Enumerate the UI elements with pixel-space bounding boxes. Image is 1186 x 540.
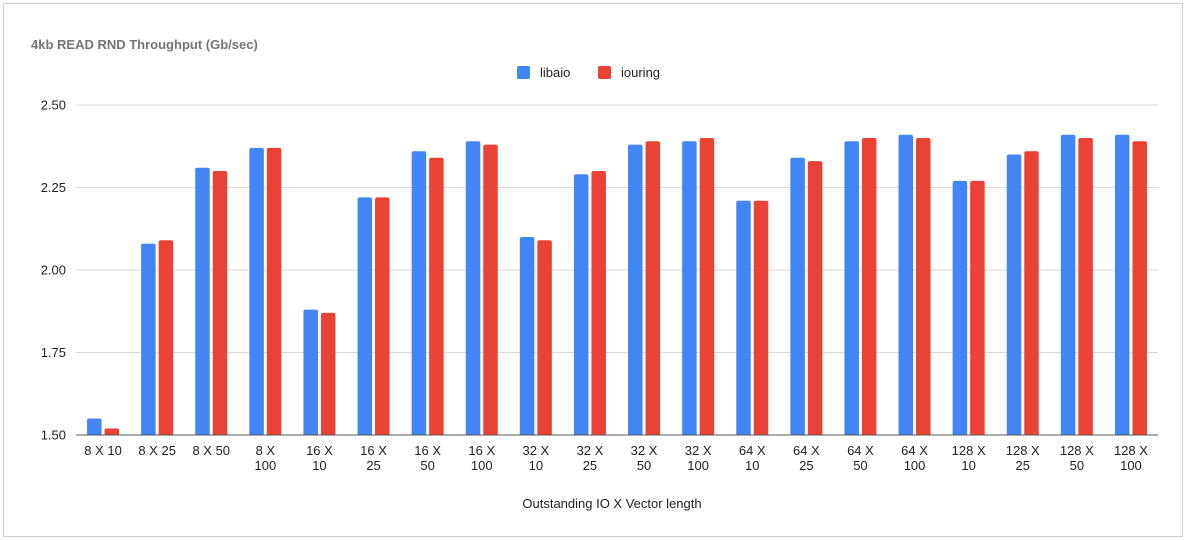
bar-iouring: [645, 141, 661, 436]
y-tick-label: 2.50: [41, 98, 66, 113]
bar-libaio: [1006, 154, 1022, 435]
chart-title: 4kb READ RND Throughput (Gb/sec): [31, 37, 258, 52]
x-tick-label: 32 X 50: [631, 443, 658, 473]
bar-iouring: [537, 240, 552, 435]
bar-libaio: [411, 151, 427, 435]
bar-libaio: [898, 134, 914, 435]
bar-iouring: [591, 171, 606, 435]
bar-libaio: [465, 141, 481, 436]
legend-swatch-iouring: [598, 66, 611, 79]
x-tick-label: 16 X 10: [306, 443, 333, 473]
bar-iouring: [1078, 138, 1093, 435]
bar-iouring: [753, 200, 769, 435]
y-axis-ticks: 1.50 1.75 2.00 2.25 2.50: [41, 98, 66, 443]
x-tick-label: 16 X 50: [414, 443, 441, 473]
bar-iouring: [104, 428, 120, 435]
x-tick-label: 16 X 100: [468, 443, 495, 473]
bar-libaio: [87, 418, 102, 435]
bar-iouring: [375, 197, 390, 435]
bar-libaio: [357, 197, 373, 435]
bar-iouring: [158, 240, 174, 435]
bar-iouring: [970, 180, 985, 435]
bar-libaio: [736, 200, 751, 435]
bar-libaio: [141, 243, 156, 435]
bar-libaio: [1060, 134, 1076, 435]
x-tick-label: 8 X 10: [84, 443, 122, 458]
gridlines: [76, 104, 1158, 353]
bar-iouring: [429, 157, 444, 436]
x-tick-label: 64 X 25: [793, 443, 820, 473]
x-tick-label: 32 X 10: [522, 443, 549, 473]
legend-label-libaio: libaio: [540, 65, 570, 80]
bar-libaio: [249, 147, 264, 435]
bar-libaio: [573, 174, 589, 436]
bar-iouring: [699, 138, 715, 435]
legend-swatch-libaio: [517, 66, 530, 79]
bar-libaio: [195, 167, 210, 435]
x-tick-label: 8 X 50: [192, 443, 230, 458]
bar-iouring: [212, 171, 228, 435]
x-tick-label: 32 X 100: [685, 443, 712, 473]
x-tick-label: 128 X 50: [1060, 443, 1094, 473]
x-tick-label: 128 X 25: [1006, 443, 1040, 473]
x-tick-label: 64 X 50: [847, 443, 874, 473]
bar-iouring: [916, 138, 931, 435]
x-tick-label: 16 X 25: [360, 443, 387, 473]
bar-libaio: [628, 144, 643, 435]
bar-iouring: [807, 161, 823, 435]
y-tick-label: 2.00: [41, 263, 66, 278]
bar-iouring: [483, 144, 498, 435]
bar-libaio: [790, 157, 805, 436]
x-axis-title: Outstanding IO X Vector length: [522, 496, 701, 511]
x-tick-label: 64 X 100: [901, 443, 928, 473]
bar-libaio: [682, 141, 697, 436]
x-tick-label: 32 X 25: [577, 443, 604, 473]
x-tick-label: 8 X 100: [254, 443, 276, 473]
bar-iouring: [266, 147, 282, 435]
bar-chart: 4kb READ RND Throughput (Gb/sec) libaio i…: [31, 37, 1158, 511]
x-tick-label: 64 X 10: [739, 443, 766, 473]
bars: [87, 134, 1147, 436]
legend-label-iouring: iouring: [621, 65, 660, 80]
bar-iouring: [1024, 151, 1039, 435]
bar-libaio: [844, 141, 859, 436]
bar-libaio: [952, 180, 968, 435]
x-axis-ticks: 8 X 10 8 X 25 8 X 50 8 X 100 16 X 10 16 X 25 16 X…: [84, 443, 1148, 473]
bar-iouring: [1132, 141, 1147, 436]
bar-libaio: [1114, 134, 1130, 435]
x-tick-label: 8 X 25: [138, 443, 176, 458]
y-tick-label: 1.75: [41, 345, 66, 360]
chart-frame: 4kb READ RND Throughput (Gb/sec) libaio i…: [3, 3, 1183, 537]
x-tick-label: 128 X 100: [1114, 443, 1148, 473]
bar-libaio: [519, 237, 535, 435]
x-tick-label: 128 X 10: [952, 443, 986, 473]
legend: libaio iouring: [517, 65, 660, 80]
bar-libaio: [303, 309, 318, 435]
bar-iouring: [320, 312, 336, 435]
bar-iouring: [861, 138, 877, 435]
y-tick-label: 1.50: [41, 428, 66, 443]
y-tick-label: 2.25: [41, 180, 66, 195]
